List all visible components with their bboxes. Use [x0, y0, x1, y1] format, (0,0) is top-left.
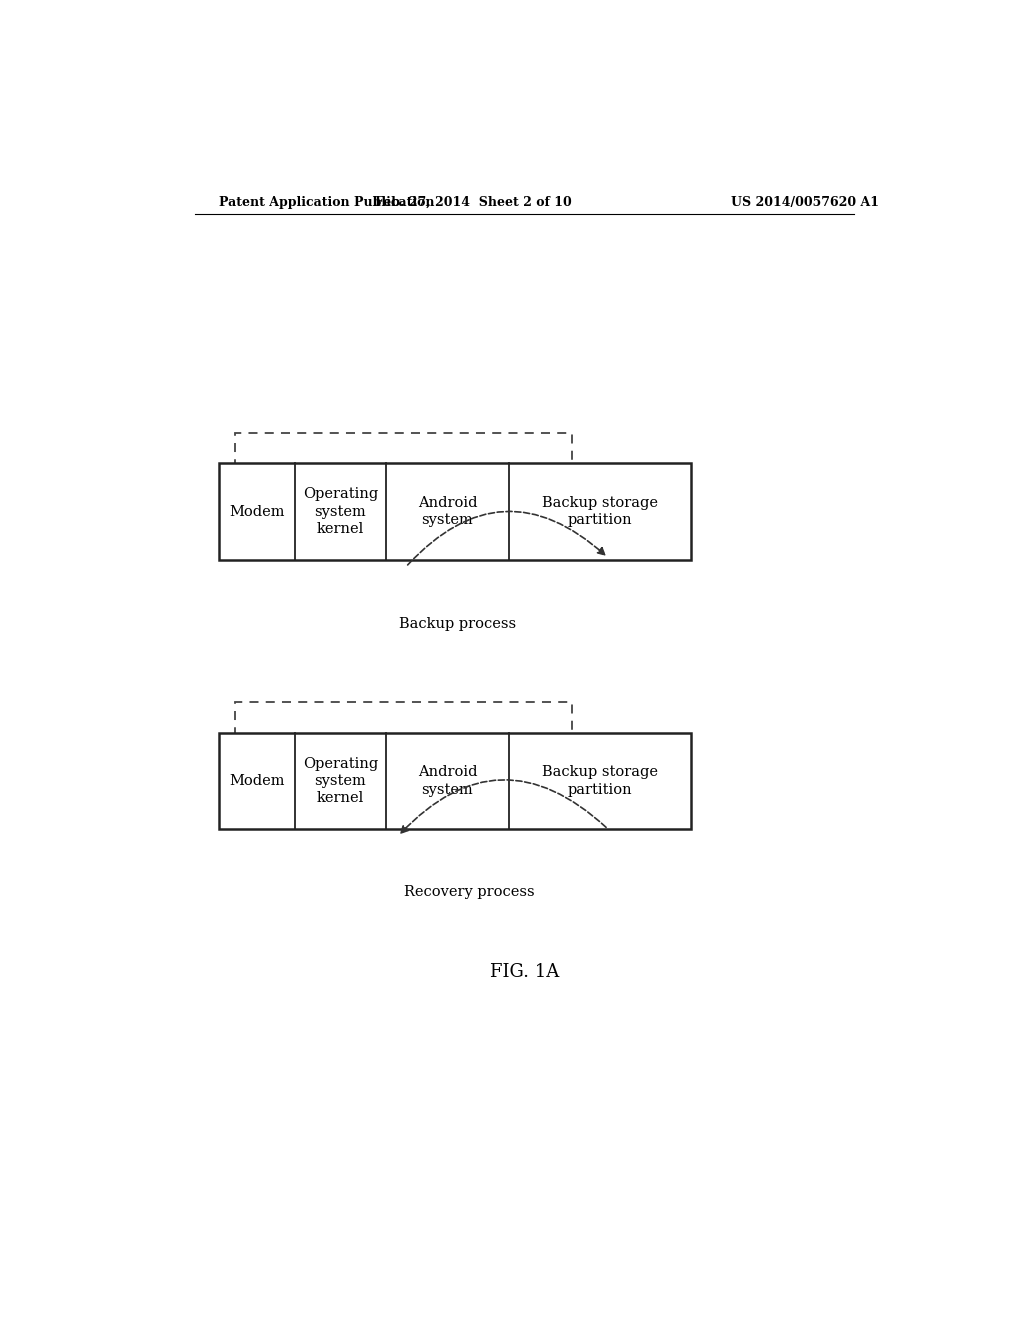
Text: Modem: Modem — [229, 774, 285, 788]
Text: Recovery process: Recovery process — [403, 886, 535, 899]
Bar — [219, 733, 691, 829]
Text: Android
system: Android system — [418, 496, 477, 527]
Bar — [236, 702, 572, 799]
Text: Android
system: Android system — [418, 766, 477, 796]
Text: Modem: Modem — [229, 504, 285, 519]
Text: US 2014/0057620 A1: US 2014/0057620 A1 — [731, 195, 880, 209]
Text: Operating
system
kernel: Operating system kernel — [303, 487, 378, 536]
Text: Backup process: Backup process — [398, 616, 516, 631]
Text: FIG. 1A: FIG. 1A — [490, 962, 559, 981]
Text: Backup storage
partition: Backup storage partition — [542, 766, 658, 796]
Text: Operating
system
kernel: Operating system kernel — [303, 756, 378, 805]
Bar — [236, 433, 572, 529]
Text: Backup storage
partition: Backup storage partition — [542, 496, 658, 527]
Bar — [219, 463, 691, 560]
Text: Patent Application Publication: Patent Application Publication — [219, 195, 435, 209]
Text: Feb. 27, 2014  Sheet 2 of 10: Feb. 27, 2014 Sheet 2 of 10 — [375, 195, 571, 209]
